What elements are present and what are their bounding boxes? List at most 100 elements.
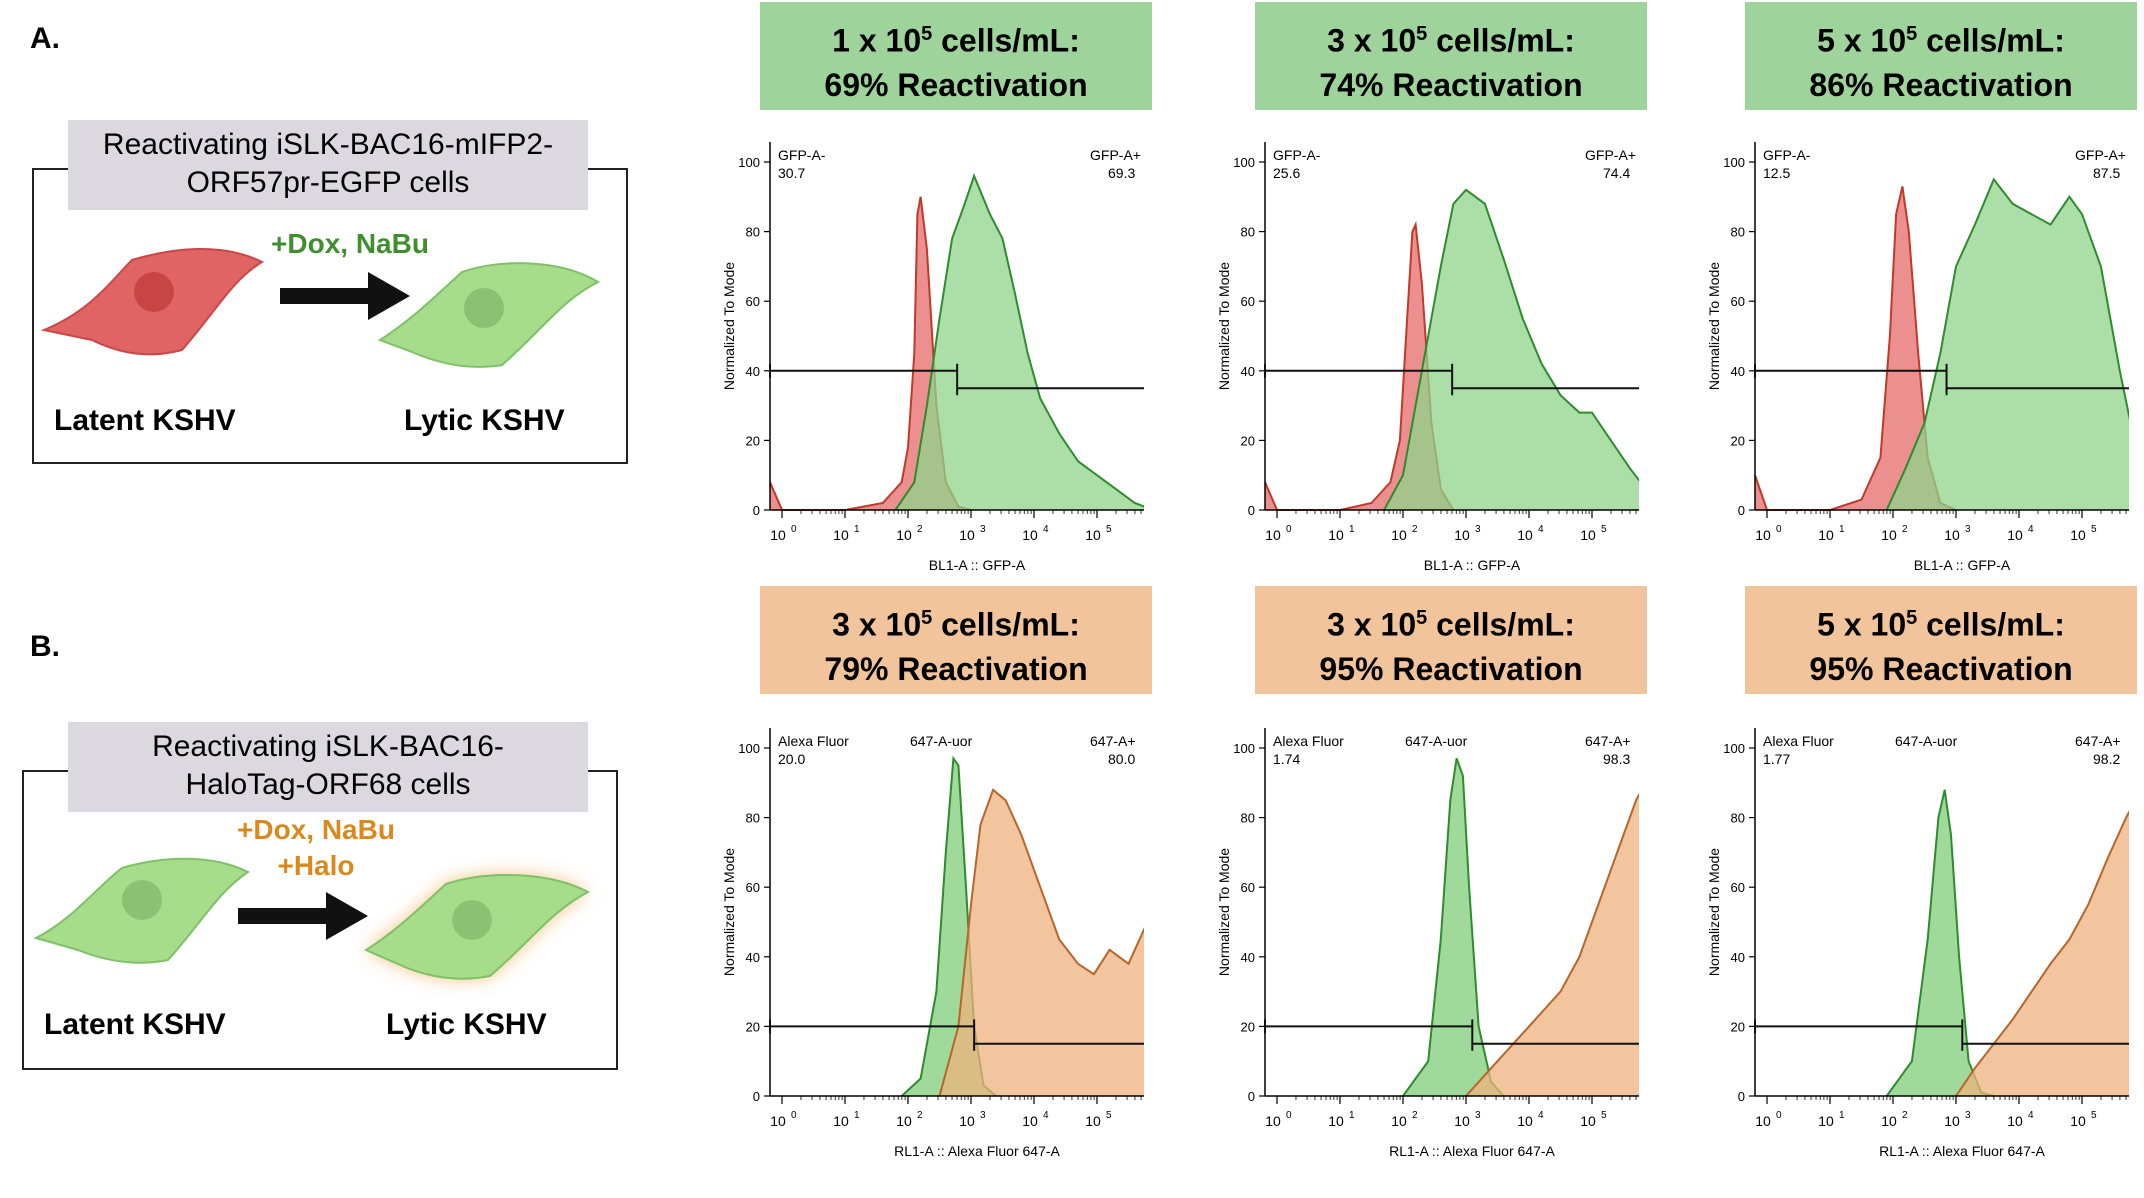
x-tick-label: 10: [1085, 1113, 1101, 1129]
histogram-line: [1885, 177, 2129, 511]
x-tick-label: 10: [1391, 1113, 1407, 1129]
positive-gate-value: 69.3: [1108, 165, 1135, 181]
panel-b-title-line2: HaloTag-ORF68 cells: [185, 768, 471, 801]
banner-reactivation: 95% Reactivation: [1809, 650, 2073, 687]
condition-banner: 3 x 105 cells/mL: 79% Reactivation: [760, 586, 1152, 694]
y-axis-label: Normalized To Mode: [1216, 848, 1232, 976]
panel-b-schematic-title: Reactivating iSLK-BAC16- HaloTag-ORF68 c…: [68, 722, 588, 812]
x-tick-exponent: 4: [1538, 524, 1544, 535]
x-tick-exponent: 2: [917, 1110, 923, 1121]
x-tick-exponent: 0: [1286, 1110, 1292, 1121]
histogram-area: [1403, 758, 1504, 1096]
positive-gate-label: 647-A+: [1585, 733, 1631, 749]
histogram-line: [938, 788, 1144, 1097]
histogram-area: [1755, 186, 1956, 510]
x-tick-label: 10: [2070, 1113, 2086, 1129]
x-tick-exponent: 4: [1043, 1110, 1049, 1121]
y-tick-label: 100: [1723, 741, 1745, 756]
panel-a-letter: A.: [30, 22, 60, 55]
condition-banner: 5 x 105 cells/mL: 95% Reactivation: [1745, 586, 2137, 694]
positive-gate-value: 87.5: [2093, 165, 2120, 181]
latent-cell-icon: [40, 248, 265, 356]
panel-b-letter: B.: [30, 630, 60, 663]
y-tick-label: 0: [1738, 503, 1745, 518]
x-tick-exponent: 0: [1776, 1110, 1782, 1121]
y-tick-label: 20: [1731, 433, 1745, 448]
x-tick-label: 10: [770, 527, 786, 543]
positive-gate-label: GFP-A+: [1585, 147, 1636, 163]
y-tick-label: 60: [746, 880, 760, 895]
negative-gate-value: 20.0: [778, 751, 805, 767]
flow-histogram: 020406080100100101102103104105106RL1-A :…: [1706, 728, 2129, 1159]
y-tick-label: 40: [1731, 364, 1745, 379]
panel-a-title-line2: ORF57pr-EGFP cells: [186, 166, 470, 199]
mid-gate-label: 647-A-uor: [910, 733, 973, 749]
panel-b-title-line1: Reactivating iSLK-BAC16-: [152, 730, 504, 763]
y-tick-label: 0: [1248, 503, 1255, 518]
y-tick-label: 60: [1241, 880, 1255, 895]
y-tick-label: 60: [746, 294, 760, 309]
histogram-line: [1402, 758, 1505, 1097]
banner-density: 3 x 105 cells/mL:: [1327, 22, 1575, 59]
x-tick-exponent: 1: [854, 524, 860, 535]
banner-reactivation: 95% Reactivation: [1319, 650, 1583, 687]
y-tick-label: 60: [1241, 294, 1255, 309]
y-tick-label: 100: [1723, 155, 1745, 170]
banner-density: 5 x 105 cells/mL:: [1817, 22, 2065, 59]
y-tick-label: 0: [753, 1089, 760, 1104]
negative-gate-value: 25.6: [1273, 165, 1300, 181]
negative-gate-label: GFP-A-: [778, 147, 826, 163]
positive-gate-value: 98.2: [2093, 751, 2120, 767]
y-axis-label: Normalized To Mode: [1706, 848, 1722, 976]
flow-histogram: 020406080100100101102103104105106BL1-A :…: [721, 142, 1144, 573]
x-tick-exponent: 4: [1538, 1110, 1544, 1121]
lytic-cell-icon: [377, 262, 601, 368]
x-tick-label: 10: [1881, 1113, 1897, 1129]
histogram-area: [1956, 812, 2129, 1096]
y-tick-label: 0: [753, 503, 760, 518]
x-tick-exponent: 3: [1965, 524, 1971, 535]
x-tick-exponent: 2: [917, 524, 923, 535]
panel-a-title-line1: Reactivating iSLK-BAC16-mIFP2-: [102, 128, 554, 161]
y-tick-label: 0: [1738, 1089, 1745, 1104]
x-tick-label: 10: [1022, 1113, 1038, 1129]
x-tick-exponent: 0: [1286, 524, 1292, 535]
x-tick-label: 10: [1580, 527, 1596, 543]
y-axis-label: Normalized To Mode: [1216, 262, 1232, 390]
x-axis-label: RL1-A :: Alexa Fluor 647-A: [1389, 1143, 1555, 1159]
histogram-area: [939, 789, 1144, 1096]
x-tick-label: 10: [1022, 527, 1038, 543]
x-tick-label: 10: [1265, 1113, 1281, 1129]
negative-gate-label: Alexa Fluor: [778, 733, 849, 749]
x-tick-exponent: 3: [1475, 524, 1481, 535]
banner-density: 3 x 105 cells/mL:: [832, 606, 1080, 643]
y-tick-label: 20: [1241, 433, 1255, 448]
flow-histogram: 020406080100100101102103104105106RL1-A :…: [1216, 728, 1639, 1159]
x-tick-exponent: 5: [1601, 1110, 1607, 1121]
histogram-line: [894, 173, 1144, 511]
x-tick-label: 10: [770, 1113, 786, 1129]
panel-a-schematic-title: Reactivating iSLK-BAC16-mIFP2- ORF57pr-E…: [68, 120, 588, 210]
y-tick-label: 100: [738, 741, 760, 756]
negative-gate-label: GFP-A-: [1763, 147, 1811, 163]
negative-gate-value: 1.74: [1273, 751, 1300, 767]
x-tick-exponent: 1: [854, 1110, 860, 1121]
x-tick-label: 10: [1391, 527, 1407, 543]
histogram-area: [1265, 224, 1454, 510]
panel-a-cells-illustration: [40, 248, 601, 368]
banner-density: 1 x 105 cells/mL:: [832, 22, 1080, 59]
x-axis-label: BL1-A :: GFP-A: [1914, 557, 2011, 573]
x-tick-label: 10: [1944, 527, 1960, 543]
panel-b-treatment: +Dox, NaBu +Halo: [237, 814, 395, 881]
x-tick-label: 10: [1944, 1113, 1960, 1129]
y-tick-label: 80: [746, 811, 760, 826]
y-tick-label: 40: [1241, 364, 1255, 379]
flow-histogram: 020406080100100101102103104105106RL1-A :…: [721, 728, 1144, 1159]
x-tick-exponent: 2: [1412, 1110, 1418, 1121]
condition-banner: 5 x 105 cells/mL: 86% Reactivation: [1745, 2, 2137, 110]
x-tick-label: 10: [896, 1113, 912, 1129]
x-tick-label: 10: [1881, 527, 1897, 543]
negative-gate-value: 1.77: [1763, 751, 1790, 767]
x-tick-exponent: 5: [1601, 524, 1607, 535]
positive-gate-value: 80.0: [1108, 751, 1135, 767]
